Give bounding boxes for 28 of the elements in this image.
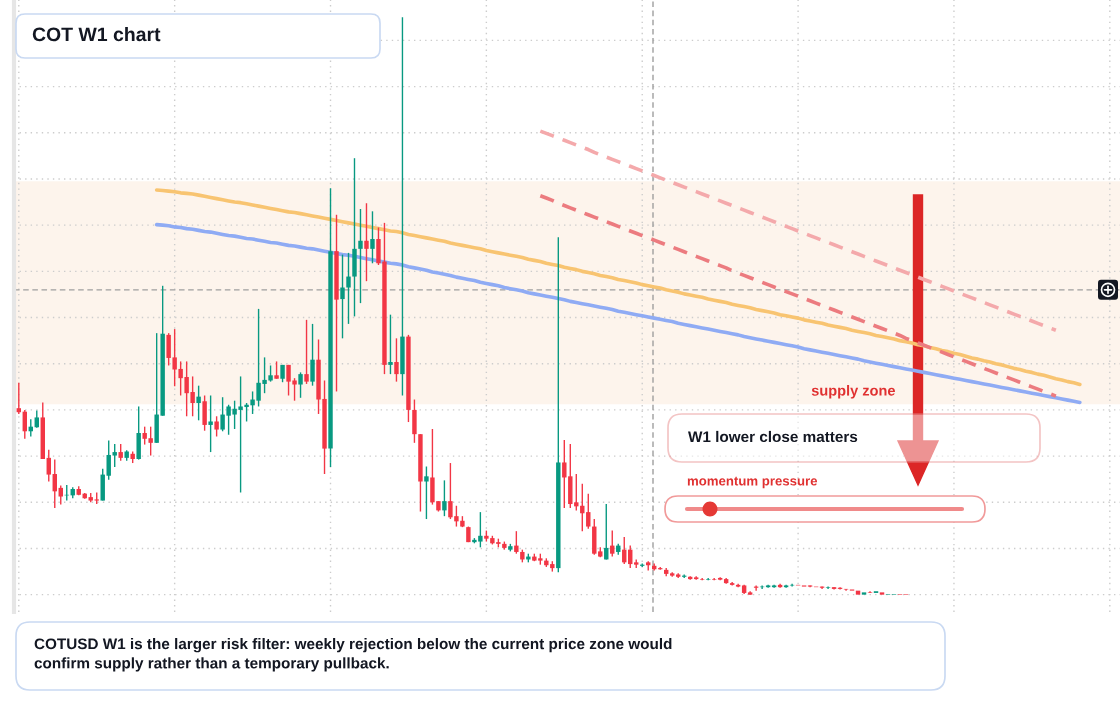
candlestick xyxy=(196,384,201,422)
chart-title: COT W1 chart xyxy=(32,26,161,42)
candlestick xyxy=(214,415,219,438)
annotation: momentum pressure xyxy=(687,476,818,489)
text: COTUSD W1 is the larger risk filter: weekly rejection below the current price zone would confirm supply rather than a temporary pullback. xyxy=(34,638,672,672)
candlestick xyxy=(388,313,393,375)
candlestick xyxy=(867,590,873,594)
candlestick xyxy=(364,202,369,282)
annotation: W1 lower close matters xyxy=(688,430,858,443)
candlestick xyxy=(424,465,429,520)
candlestick xyxy=(442,479,447,517)
candlestick xyxy=(394,337,399,383)
candlestick xyxy=(400,16,405,397)
candlestick xyxy=(298,371,303,399)
candlestick xyxy=(58,484,63,506)
candlestick xyxy=(46,449,51,483)
candlestick xyxy=(304,319,309,385)
candlestick xyxy=(208,394,213,453)
candlestick xyxy=(310,323,315,387)
candlestick xyxy=(861,592,867,595)
band-label: supply zone xyxy=(811,385,895,399)
candlestick xyxy=(514,530,519,555)
candlestick xyxy=(370,210,375,264)
candlestick xyxy=(358,208,363,304)
candlestick xyxy=(202,394,207,432)
candlestick xyxy=(346,252,351,325)
candlestick xyxy=(879,592,885,595)
candlestick xyxy=(340,253,345,340)
